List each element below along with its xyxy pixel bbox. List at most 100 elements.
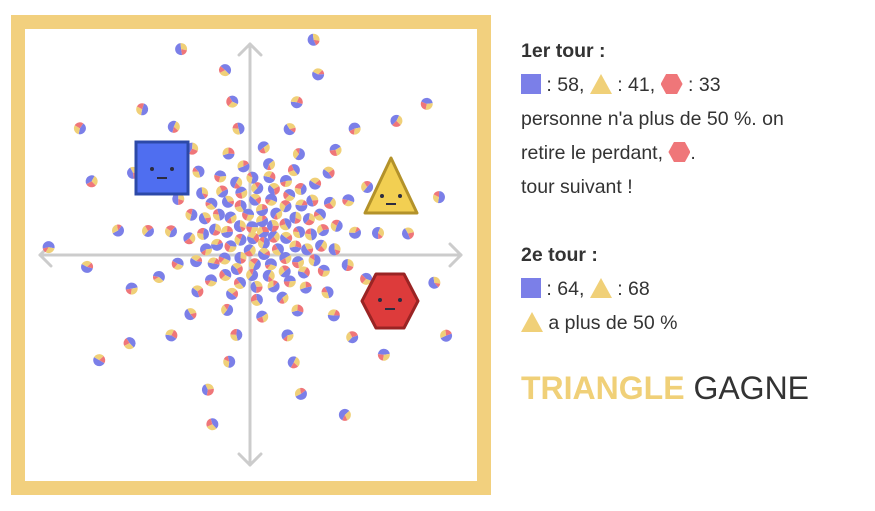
voter-dot bbox=[295, 199, 308, 212]
voter-dot bbox=[266, 219, 279, 232]
voter-dot bbox=[234, 200, 247, 213]
voter-dot bbox=[222, 147, 235, 160]
round1-line2: retire le perdant, . bbox=[521, 136, 866, 170]
voter-dot bbox=[280, 175, 293, 188]
voter-dot bbox=[250, 280, 263, 293]
voter-dot bbox=[207, 257, 220, 270]
candidate-hexagon[interactable] bbox=[360, 272, 420, 330]
voter-dot bbox=[256, 214, 269, 227]
voter-dot bbox=[205, 197, 218, 210]
voter-dot bbox=[292, 256, 305, 269]
voter-dot bbox=[322, 166, 335, 179]
round1-square-score: : 58, bbox=[546, 74, 585, 96]
voter-dot bbox=[234, 233, 247, 246]
voter-dot bbox=[234, 251, 247, 264]
round1-triangle-score: : 41, bbox=[617, 74, 656, 96]
voter-dot bbox=[258, 248, 271, 261]
voter-dot bbox=[283, 275, 296, 288]
voter-dot bbox=[256, 310, 269, 323]
voter-dot bbox=[216, 185, 229, 198]
voter-dot bbox=[307, 33, 320, 46]
voter-dot bbox=[93, 354, 106, 367]
voter-dot bbox=[192, 165, 205, 178]
round1-scores: : 58, : 41, : 33 bbox=[521, 68, 866, 102]
voter-dot bbox=[279, 218, 292, 231]
voter-dot bbox=[218, 252, 231, 265]
voter-dot bbox=[360, 272, 373, 285]
results-panel: 1er tour : : 58, : 41, : 33 personne n'a… bbox=[521, 34, 866, 408]
voter-dot bbox=[242, 208, 255, 221]
voter-dot bbox=[276, 291, 289, 304]
voter-dot bbox=[280, 231, 293, 244]
voter-dot bbox=[204, 274, 217, 287]
voter-dot bbox=[233, 220, 246, 233]
voter-dot bbox=[270, 207, 283, 220]
voter-dot bbox=[175, 43, 188, 56]
voter-dot bbox=[428, 276, 441, 289]
voter-dot bbox=[201, 383, 214, 396]
voter-dot bbox=[283, 189, 296, 202]
voter-dot bbox=[230, 262, 243, 275]
round1-title: 1er tour : bbox=[521, 40, 606, 62]
voter-dot bbox=[287, 356, 300, 369]
round1-line3: tour suivant ! bbox=[521, 176, 633, 198]
voter-dot bbox=[233, 276, 246, 289]
voter-dot bbox=[440, 329, 453, 342]
candidate-triangle[interactable] bbox=[363, 156, 419, 215]
voter-dot bbox=[313, 208, 326, 221]
voter-dot bbox=[330, 219, 343, 232]
voter-dot bbox=[165, 225, 178, 238]
candidate-square[interactable] bbox=[134, 140, 190, 196]
voter-dot bbox=[297, 266, 310, 279]
voter-dot bbox=[265, 193, 278, 206]
voter-dot bbox=[283, 123, 296, 136]
voter-dot bbox=[420, 97, 433, 110]
square-icon bbox=[521, 74, 541, 94]
voter-dot bbox=[73, 122, 86, 135]
voter-dot bbox=[317, 264, 330, 277]
voter-dot bbox=[152, 270, 165, 283]
voter-dot bbox=[112, 224, 125, 237]
voter-dot bbox=[250, 293, 263, 306]
voter-dot bbox=[401, 227, 414, 240]
voter-dot bbox=[243, 244, 256, 257]
voter-dot bbox=[304, 228, 317, 241]
verdict: TRIANGLE GAGNE bbox=[521, 368, 866, 408]
voter-dot bbox=[312, 68, 325, 81]
hexagon-icon bbox=[668, 142, 691, 162]
voter-dot bbox=[289, 240, 302, 253]
voter-dot bbox=[185, 208, 198, 221]
square-icon bbox=[521, 278, 541, 298]
triangle-icon bbox=[589, 74, 612, 94]
voter-dot bbox=[248, 258, 261, 271]
voter-dot bbox=[264, 258, 277, 271]
voter-dot bbox=[226, 287, 239, 300]
voter-dot bbox=[221, 195, 234, 208]
voter-dot bbox=[257, 141, 270, 154]
voter-dot bbox=[246, 171, 259, 184]
verdict-winner: TRIANGLE bbox=[521, 370, 685, 406]
voter-dot bbox=[136, 103, 149, 116]
voter-dot bbox=[279, 200, 292, 213]
voter-dot bbox=[42, 241, 55, 254]
vertical-axis-arrow-top bbox=[237, 42, 263, 57]
voter-dot bbox=[197, 227, 210, 240]
voter-dot bbox=[342, 194, 355, 207]
voter-dot bbox=[246, 269, 259, 282]
voter-dot bbox=[249, 193, 262, 206]
voter-dot bbox=[361, 181, 374, 194]
voting-diagram-frame bbox=[11, 15, 491, 495]
voter-dot bbox=[224, 240, 237, 253]
voter-dot bbox=[190, 255, 203, 268]
voter-dot bbox=[81, 260, 94, 273]
voter-dot bbox=[221, 225, 234, 238]
voter-dot bbox=[290, 96, 303, 109]
voter-dot bbox=[251, 182, 264, 195]
triangle-icon bbox=[589, 278, 612, 298]
voter-dot bbox=[321, 286, 334, 299]
voter-dot bbox=[257, 237, 270, 250]
voter-dot bbox=[221, 303, 234, 316]
vertical-axis-arrow-bottom bbox=[237, 452, 263, 467]
voter-dot bbox=[287, 164, 300, 177]
voter-dot bbox=[235, 186, 248, 199]
